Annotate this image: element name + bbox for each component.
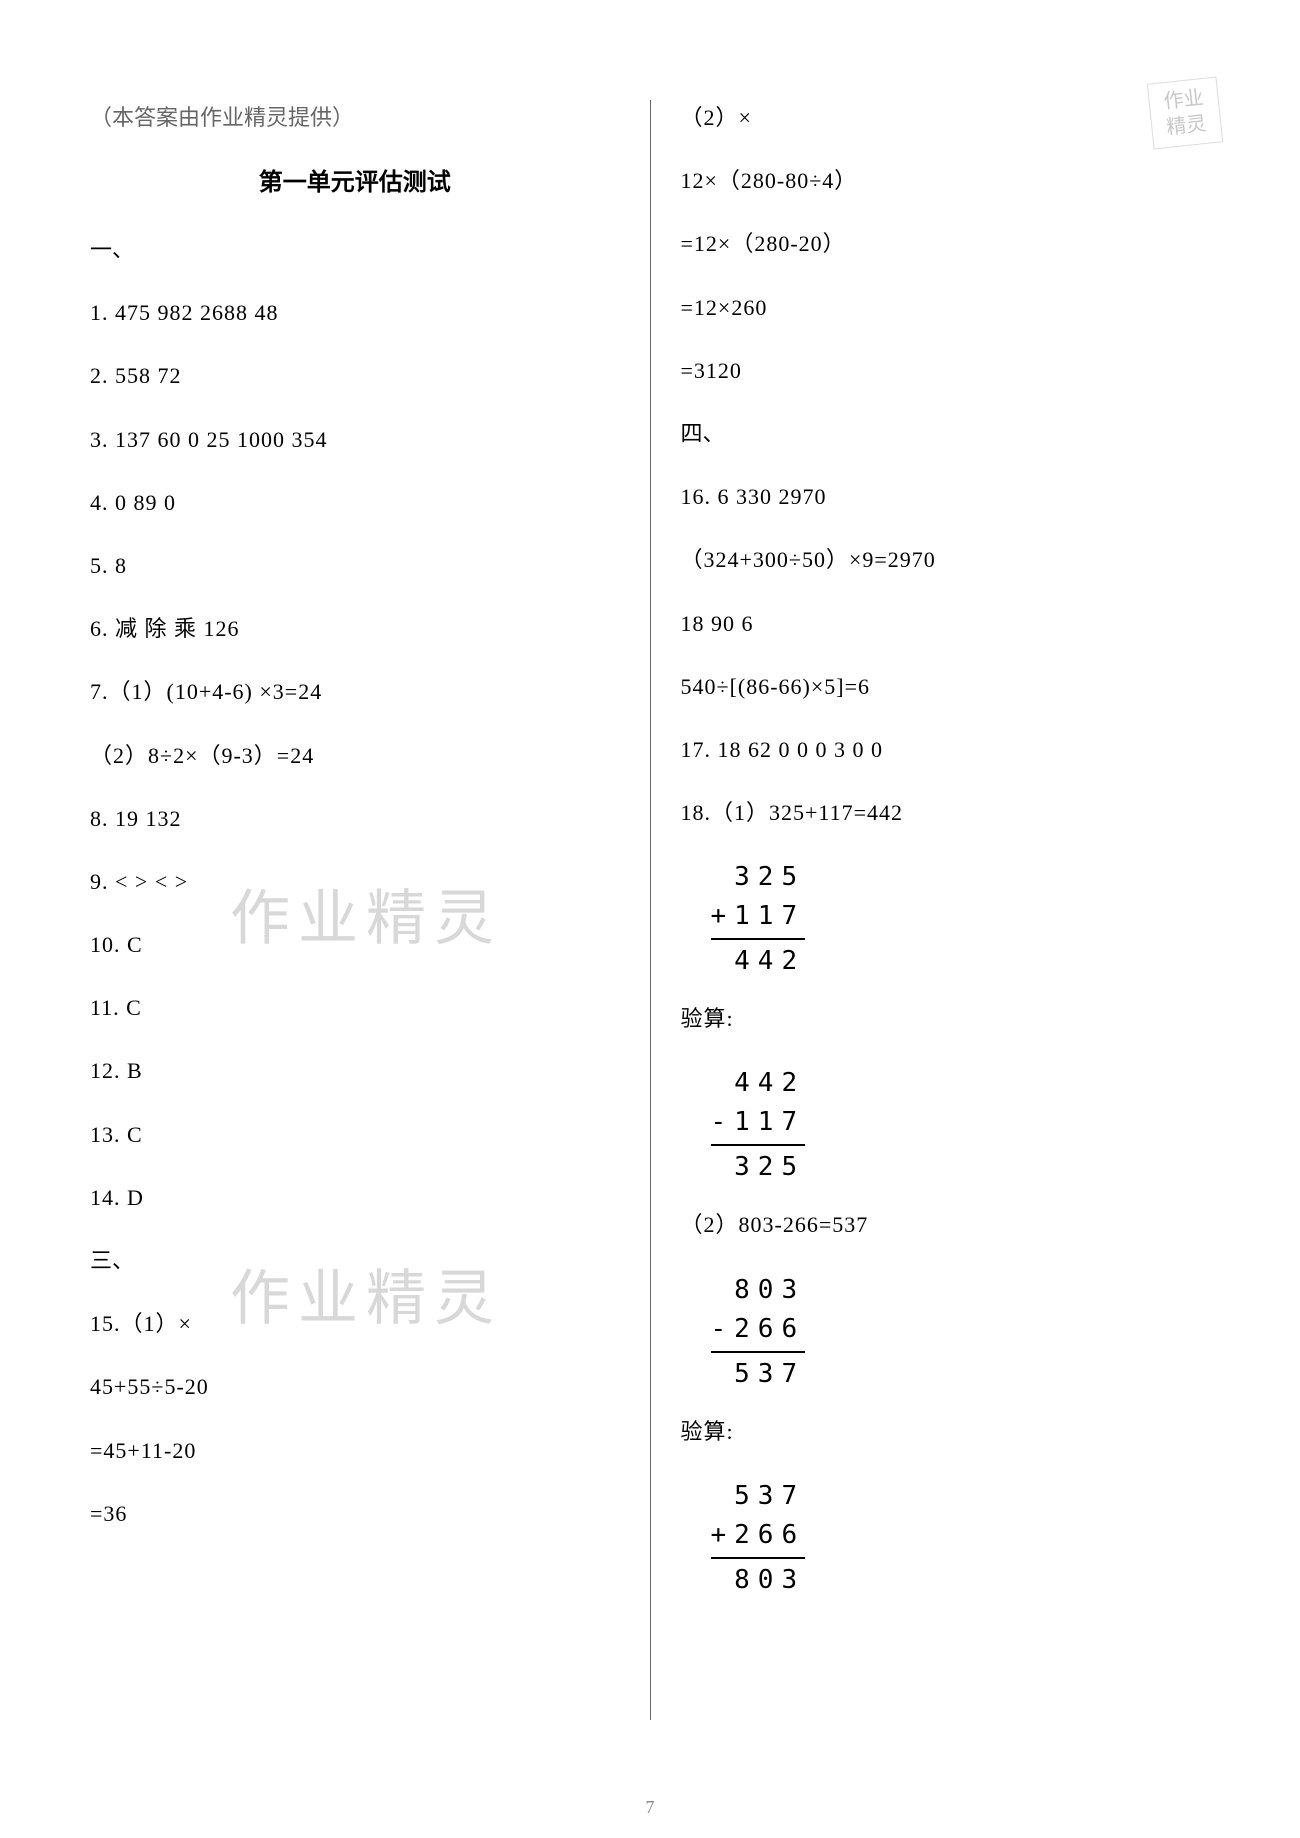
q15-step: 45+55÷5-20 <box>90 1369 620 1404</box>
calc-row: 803 <box>711 1271 806 1310</box>
calc-line <box>711 1351 806 1353</box>
answer-line: 5. 8 <box>90 548 620 583</box>
answer-line: 13. C <box>90 1117 620 1152</box>
calc-row: -266 <box>711 1310 806 1349</box>
answer-line: 10. C <box>90 927 620 962</box>
q15-2-step: 12×（280-80÷4） <box>681 163 1211 198</box>
answer-line: （2）8÷2×（9-3）=24 <box>90 738 620 773</box>
q16-line: 16. 6 330 2970 <box>681 479 1211 514</box>
q18-2-label: （2）803-266=537 <box>681 1207 1211 1242</box>
q16-line: 540÷[(86-66)×5]=6 <box>681 669 1211 704</box>
answer-line: 6. 减 除 乘 126 <box>90 611 620 646</box>
answer-line: 3. 137 60 0 25 1000 354 <box>90 422 620 457</box>
answer-line: 1. 475 982 2688 48 <box>90 295 620 330</box>
calc-row: 537 <box>711 1477 806 1516</box>
q15-2-step: =12×260 <box>681 290 1211 325</box>
q15-2-step: =3120 <box>681 353 1211 388</box>
calc-line <box>711 938 806 940</box>
calc-row: -117 <box>711 1103 806 1142</box>
calc-line <box>711 1557 806 1559</box>
vertical-calc-1: 325 +117 442 <box>711 858 806 981</box>
q16-line: （324+300÷50）×9=2970 <box>681 542 1211 577</box>
right-column: （2）× 12×（280-80÷4） =12×（280-20） =12×260 =31… <box>650 100 1211 1720</box>
left-column: （本答案由作业精灵提供） 第一单元评估测试 一、 1. 475 982 2688… <box>90 100 650 1720</box>
calc-row: 442 <box>711 1064 806 1103</box>
q17-line: 17. 18 62 0 0 0 3 0 0 <box>681 732 1211 767</box>
page-number: 7 <box>646 1797 655 1818</box>
page-title: 第一单元评估测试 <box>90 162 620 197</box>
vertical-calc-3: 803 -266 537 <box>711 1271 806 1394</box>
calc-row: 325 <box>711 1148 806 1187</box>
calc-line <box>711 1144 806 1146</box>
q15-label: 15.（1）× <box>90 1306 620 1341</box>
provider-note: （本答案由作业精灵提供） <box>90 100 620 132</box>
vertical-calc-4: 537 +266 803 <box>711 1477 806 1600</box>
calc-row: +266 <box>711 1516 806 1555</box>
q15-2-label: （2）× <box>681 100 1211 135</box>
section-3-label: 三、 <box>90 1243 620 1278</box>
calc-row: +117 <box>711 897 806 936</box>
q15-2-step: =12×（280-20） <box>681 226 1211 261</box>
calc-row: 325 <box>711 858 806 897</box>
check-label: 验算: <box>681 1001 1211 1036</box>
answer-line: 8. 19 132 <box>90 801 620 836</box>
q15-step: =36 <box>90 1496 620 1531</box>
calc-row: 537 <box>711 1355 806 1394</box>
q18-1-label: 18.（1）325+117=442 <box>681 795 1211 830</box>
answer-line: 9. < > < > <box>90 864 620 899</box>
vertical-calc-2: 442 -117 325 <box>711 1064 806 1187</box>
section-1-label: 一、 <box>90 232 620 267</box>
answer-line: 7.（1）(10+4-6) ×3=24 <box>90 674 620 709</box>
answer-line: 12. B <box>90 1053 620 1088</box>
q15-step: =45+11-20 <box>90 1433 620 1468</box>
calc-row: 442 <box>711 942 806 981</box>
answer-line: 4. 0 89 0 <box>90 485 620 520</box>
answer-line: 14. D <box>90 1180 620 1215</box>
page-content: （本答案由作业精灵提供） 第一单元评估测试 一、 1. 475 982 2688… <box>0 0 1300 1760</box>
calc-row: 803 <box>711 1561 806 1600</box>
check-label: 验算: <box>681 1414 1211 1449</box>
answer-line: 2. 558 72 <box>90 358 620 393</box>
section-4-label: 四、 <box>681 416 1211 451</box>
q16-line: 18 90 6 <box>681 606 1211 641</box>
answer-line: 11. C <box>90 990 620 1025</box>
